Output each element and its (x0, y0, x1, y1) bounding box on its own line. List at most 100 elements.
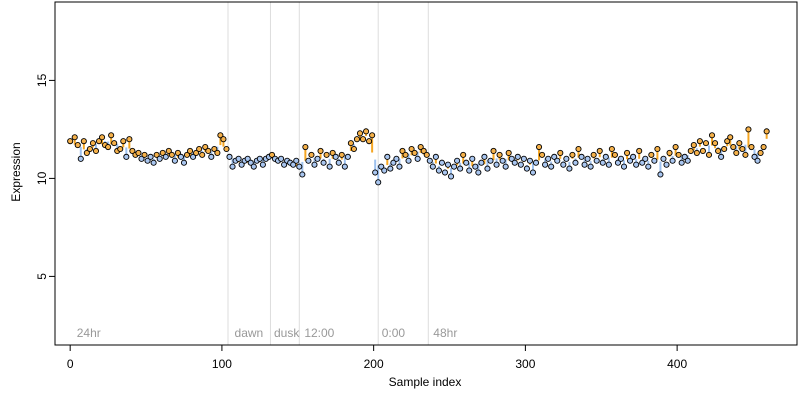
data-point (144, 157, 151, 164)
data-point (387, 165, 394, 172)
data-point (396, 163, 403, 170)
data-point (730, 143, 737, 151)
data-point (314, 155, 321, 162)
y-axis: 5 10 15 (35, 73, 56, 280)
data-point (308, 151, 315, 158)
data-point (384, 153, 391, 160)
data-point (105, 143, 112, 151)
data-point (672, 143, 679, 151)
region-label: 0:00 (382, 326, 406, 340)
data-point (405, 157, 412, 164)
data-point (95, 138, 103, 145)
data-point (444, 161, 452, 168)
data-point (438, 159, 445, 166)
data-point (712, 140, 719, 147)
data-point (751, 153, 758, 160)
data-point (545, 155, 552, 162)
data-point (754, 157, 761, 164)
data-point (463, 159, 470, 166)
data-point (141, 151, 148, 158)
data-point (80, 138, 87, 145)
data-point (763, 128, 770, 135)
data-point (381, 167, 388, 174)
data-point (484, 165, 491, 172)
data-point (129, 147, 136, 155)
data-point (718, 153, 725, 160)
data-point (77, 155, 84, 162)
data-point (639, 159, 646, 166)
data-point (208, 153, 215, 160)
data-point (353, 136, 361, 143)
data-point (611, 151, 618, 158)
data-point (150, 159, 157, 166)
data-point (74, 142, 81, 149)
data-point (171, 157, 178, 164)
data-point (338, 151, 345, 158)
data-point (508, 155, 515, 162)
data-point (369, 132, 376, 139)
data-point (92, 147, 100, 155)
y-tick-label: 10 (35, 171, 49, 185)
data-point (323, 151, 330, 158)
data-point (86, 145, 93, 153)
data-point (690, 142, 697, 149)
data-point (590, 151, 597, 158)
data-point (156, 155, 163, 162)
data-point (569, 151, 576, 158)
data-point (648, 151, 655, 158)
data-point (481, 153, 488, 160)
data-point (402, 151, 409, 158)
data-point (696, 138, 703, 145)
data-point (727, 134, 734, 141)
data-point (760, 143, 767, 151)
data-point (98, 134, 106, 141)
data-point (378, 163, 385, 170)
data-point (654, 145, 661, 153)
data-point (493, 161, 500, 168)
data-point (705, 151, 713, 158)
data-point (347, 140, 354, 147)
data-point (414, 155, 421, 162)
data-point (356, 130, 364, 137)
data-point (335, 159, 342, 166)
x-tick-label: 200 (364, 357, 384, 371)
data-point (183, 151, 191, 158)
data-point (651, 157, 658, 164)
data-point (739, 145, 746, 153)
data-point (721, 145, 728, 153)
data-point (572, 159, 579, 166)
data-point (745, 126, 752, 133)
data-point (180, 159, 188, 166)
data-point (320, 159, 327, 166)
data-point (535, 143, 543, 151)
data-point (627, 157, 634, 164)
region-label: 24hr (77, 326, 101, 340)
data-point (408, 145, 415, 153)
data-point (168, 151, 175, 158)
data-point (520, 155, 527, 162)
data-point (557, 149, 564, 156)
data-point (645, 163, 652, 170)
data-point (511, 159, 518, 166)
data-point (350, 145, 357, 153)
data-point (217, 132, 224, 139)
plot-frame (54, 1, 798, 346)
data-point (238, 161, 245, 168)
data-point (526, 157, 533, 164)
data-point (757, 149, 764, 156)
data-point (532, 159, 540, 166)
data-point (699, 147, 706, 155)
data-point (375, 179, 382, 186)
data-point (244, 155, 251, 162)
data-points (67, 126, 770, 186)
data-point (411, 149, 418, 156)
data-point (220, 136, 227, 143)
data-point (190, 153, 197, 160)
data-point (186, 147, 194, 155)
data-point (71, 134, 78, 141)
data-point (487, 157, 494, 164)
y-tick-label: 15 (35, 73, 49, 87)
data-point (165, 147, 172, 155)
